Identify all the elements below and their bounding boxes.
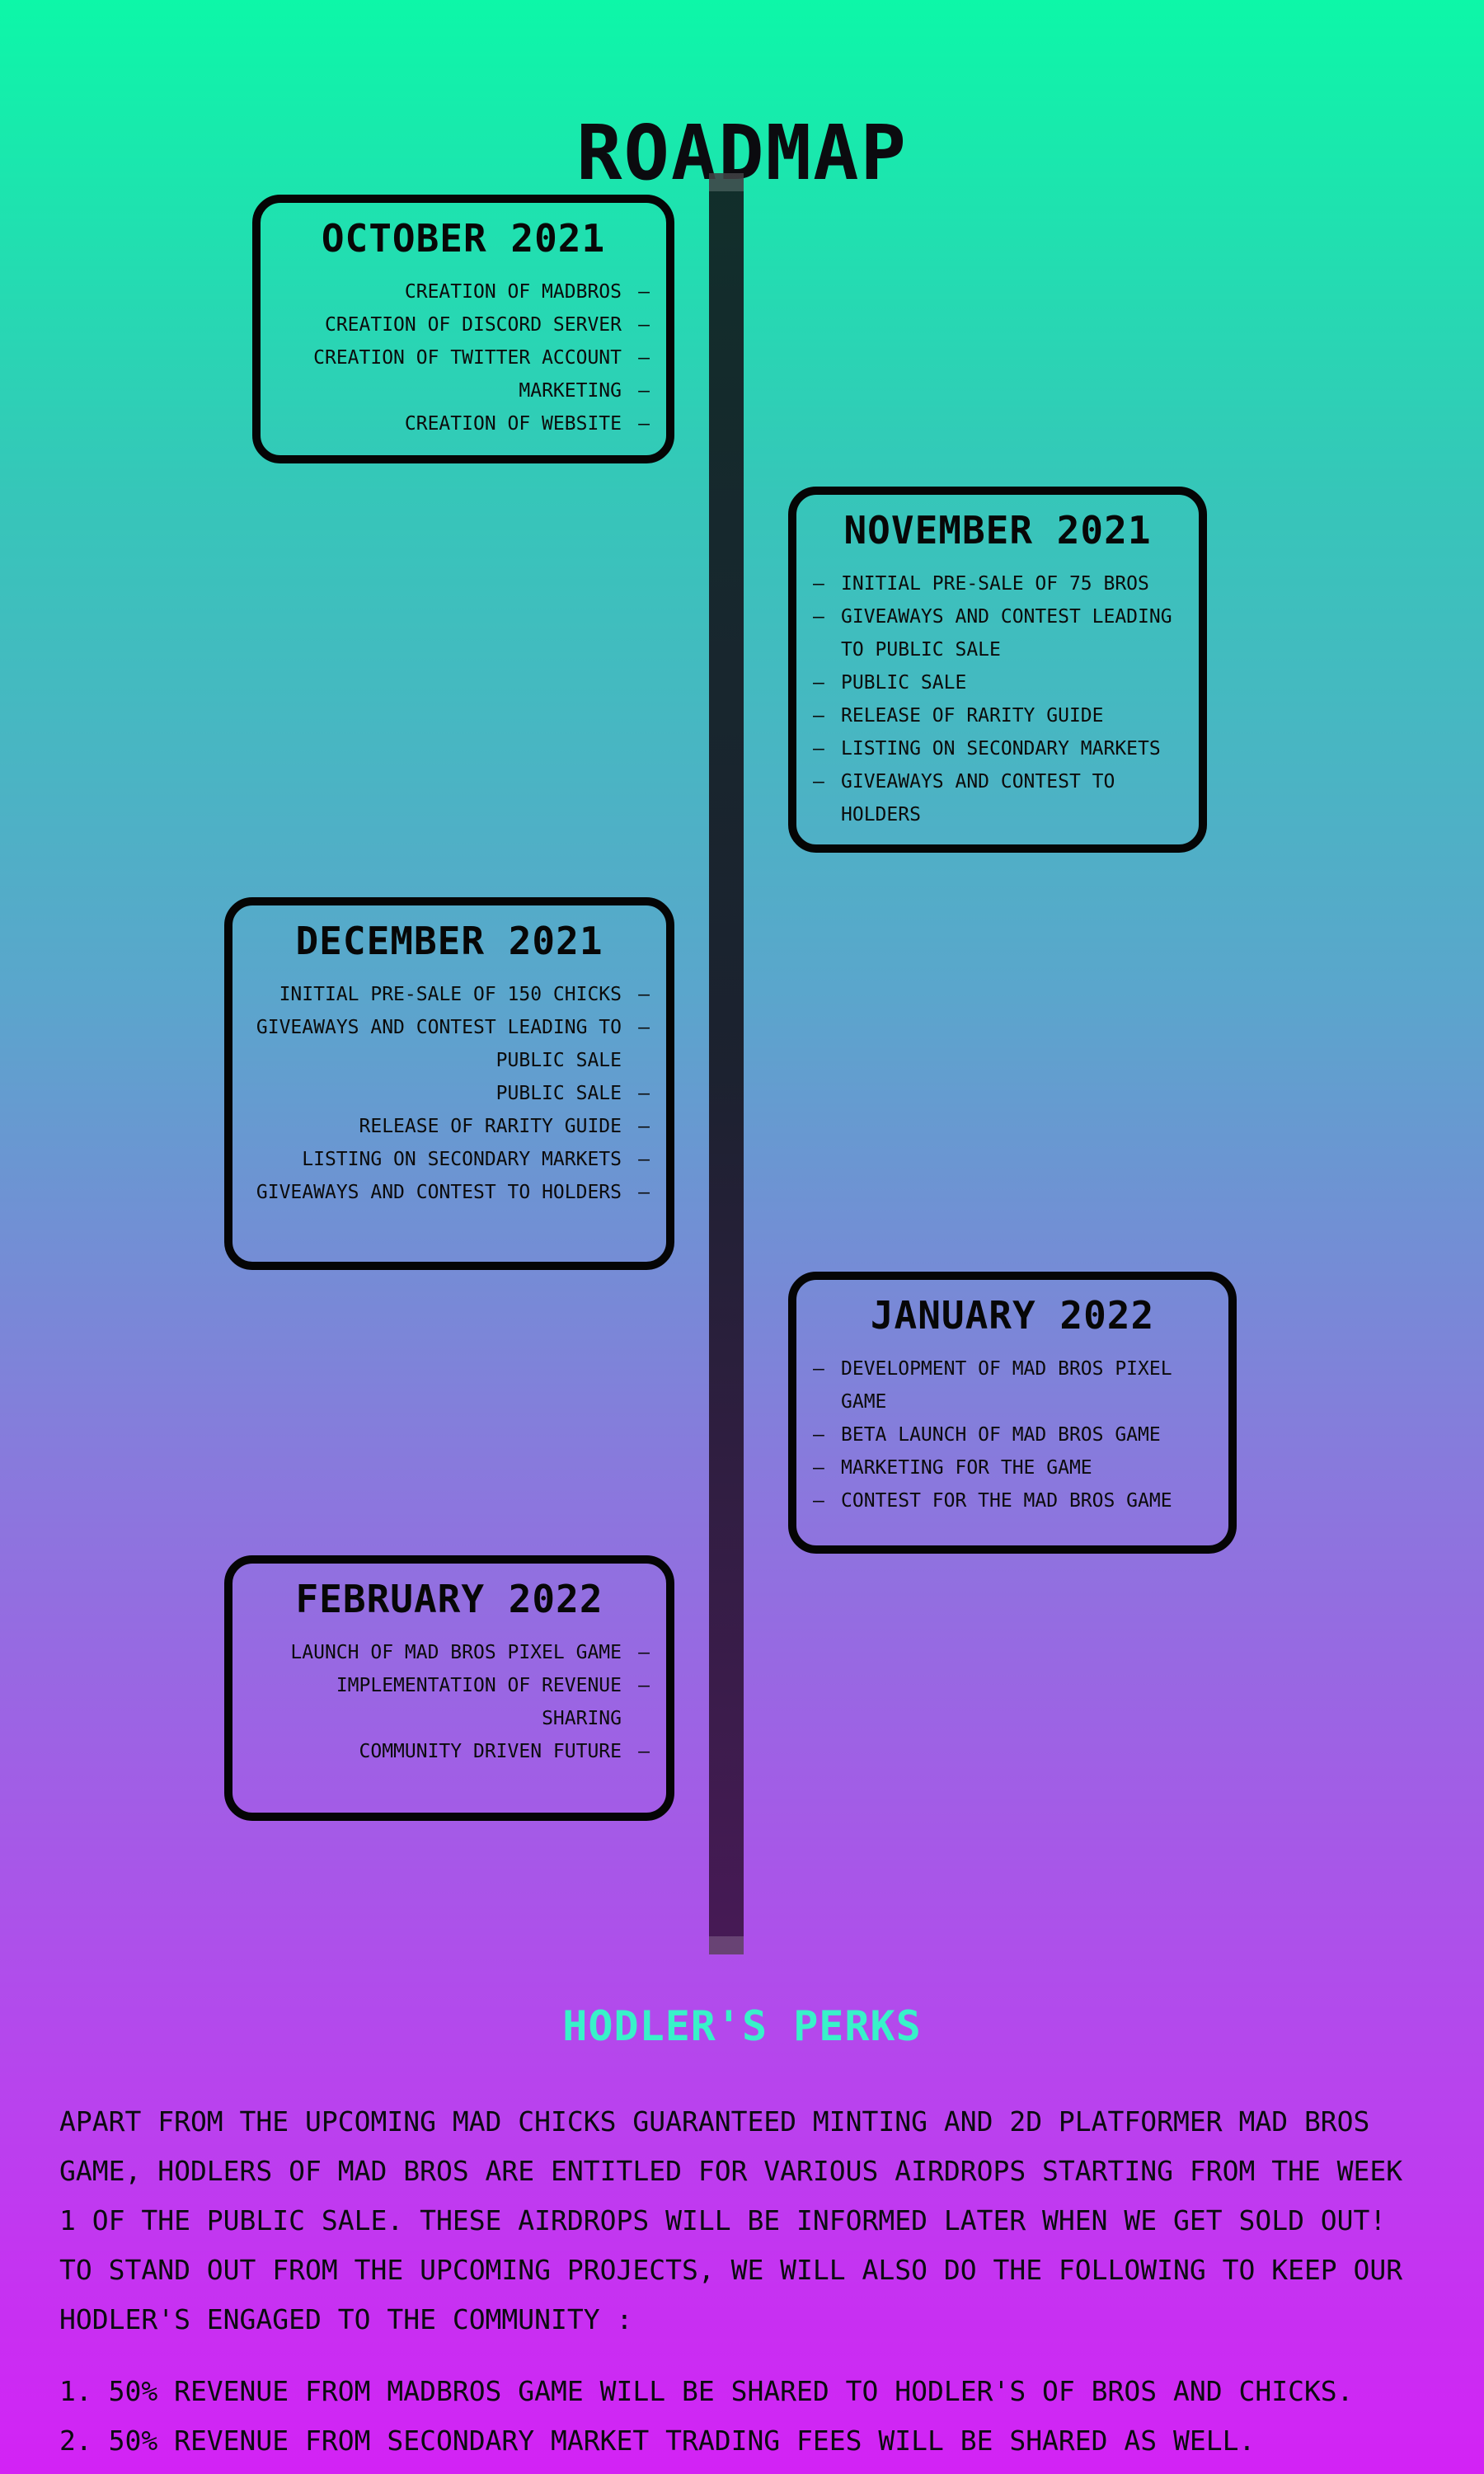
perks-description: APART FROM THE UPCOMING MAD CHICKS GUARA… xyxy=(59,2105,1403,2335)
milestone-card-january-2022: JANUARY 2022 DEVELOPMENT OF MAD BROS PIX… xyxy=(788,1272,1237,1554)
milestone-title: DECEMBER 2021 xyxy=(295,919,603,963)
milestone-item: RELEASE OF RARITY GUIDE xyxy=(249,1110,650,1143)
milestone-card-february-2022: FEBRUARY 2022 LAUNCH OF MAD BROS PIXEL G… xyxy=(224,1555,674,1821)
milestone-item: GIVEAWAYS AND CONTEST TO HOLDERS xyxy=(813,765,1182,831)
perk-item: 1. 50% REVENUE FROM MADBROS GAME WILL BE… xyxy=(59,2375,1354,2407)
milestone-list: DEVELOPMENT OF MAD BROS PIXEL GAME BETA … xyxy=(813,1352,1212,1517)
milestone-item: PUBLIC SALE xyxy=(813,666,1182,699)
milestone-item: CONTEST FOR THE MAD BROS GAME xyxy=(813,1484,1212,1517)
milestone-list: INITIAL PRE-SALE OF 75 BROS GIVEAWAYS AN… xyxy=(813,567,1182,831)
milestone-item: CREATION OF MADBROS xyxy=(277,275,650,308)
milestone-item: COMMUNITY DRIVEN FUTURE xyxy=(249,1735,650,1768)
milestone-item: PUBLIC SALE xyxy=(249,1077,650,1110)
timeline-bar xyxy=(709,173,744,1954)
milestone-card-october-2021: OCTOBER 2021 CREATION OF MADBROS CREATIO… xyxy=(252,195,674,463)
milestone-item: GIVEAWAYS AND CONTEST LEADING TO PUBLIC … xyxy=(813,600,1182,666)
perks-list: 1. 50% REVENUE FROM MADBROS GAME WILL BE… xyxy=(59,2367,1428,2466)
perks-title: HODLER'S PERKS xyxy=(562,2001,922,2050)
milestone-item: MARKETING xyxy=(277,374,650,407)
milestone-item: CREATION OF WEBSITE xyxy=(277,407,650,440)
milestone-item: INITIAL PRE-SALE OF 150 CHICKS xyxy=(249,978,650,1011)
milestone-item: GIVEAWAYS AND CONTEST TO HOLDERS xyxy=(249,1176,650,1209)
milestone-title: JANUARY 2022 xyxy=(870,1293,1155,1338)
milestone-title: OCTOBER 2021 xyxy=(321,216,606,261)
milestone-item: LISTING ON SECONDARY MARKETS xyxy=(813,732,1182,765)
milestone-item: BETA LAUNCH OF MAD BROS GAME xyxy=(813,1418,1212,1451)
milestone-item: GIVEAWAYS AND CONTEST LEADING TO PUBLIC … xyxy=(249,1011,650,1077)
milestone-item: LAUNCH OF MAD BROS PIXEL GAME xyxy=(249,1636,650,1669)
milestone-item: IMPLEMENTATION OF REVENUE SHARING xyxy=(249,1669,650,1735)
milestone-item: INITIAL PRE-SALE OF 75 BROS xyxy=(813,567,1182,600)
milestone-title: NOVEMBER 2021 xyxy=(843,508,1152,553)
milestone-item: CREATION OF TWITTER ACCOUNT xyxy=(277,341,650,374)
milestone-item: DEVELOPMENT OF MAD BROS PIXEL GAME xyxy=(813,1352,1212,1418)
milestone-item: RELEASE OF RARITY GUIDE xyxy=(813,699,1182,732)
milestone-card-december-2021: DECEMBER 2021 INITIAL PRE-SALE OF 150 CH… xyxy=(224,897,674,1270)
milestone-list: CREATION OF MADBROS CREATION OF DISCORD … xyxy=(277,275,650,440)
milestone-card-november-2021: NOVEMBER 2021 INITIAL PRE-SALE OF 75 BRO… xyxy=(788,487,1207,853)
milestone-title: FEBRUARY 2022 xyxy=(295,1577,603,1621)
milestone-item: CREATION OF DISCORD SERVER xyxy=(277,308,650,341)
milestone-item: MARKETING FOR THE GAME xyxy=(813,1451,1212,1484)
milestone-list: LAUNCH OF MAD BROS PIXEL GAME IMPLEMENTA… xyxy=(249,1636,650,1768)
milestone-item: LISTING ON SECONDARY MARKETS xyxy=(249,1143,650,1176)
perk-item: 2. 50% REVENUE FROM SECONDARY MARKET TRA… xyxy=(59,2425,1256,2457)
milestone-list: INITIAL PRE-SALE OF 150 CHICKS GIVEAWAYS… xyxy=(249,978,650,1209)
